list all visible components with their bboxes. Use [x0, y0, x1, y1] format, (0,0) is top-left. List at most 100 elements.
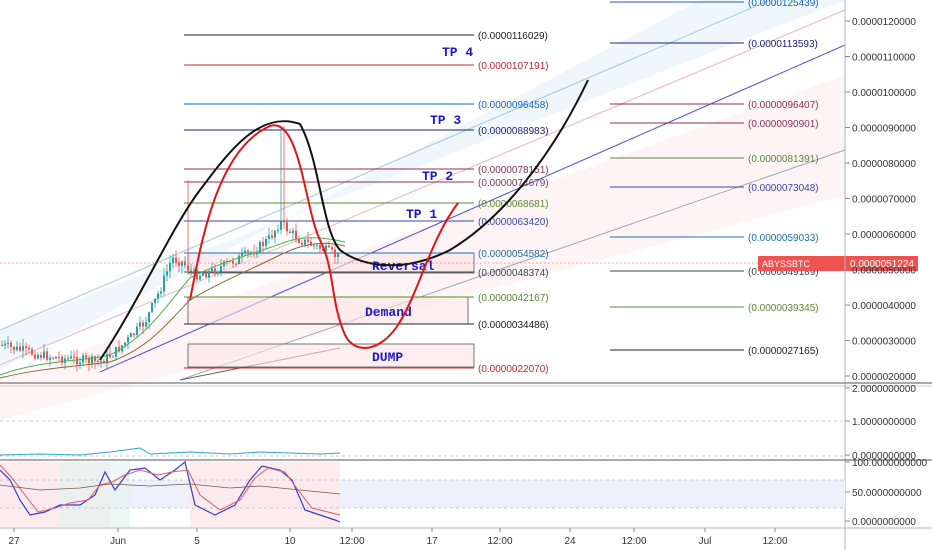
candle-body — [52, 357, 54, 359]
candle-body — [325, 245, 327, 251]
candle-body — [334, 249, 336, 258]
candle-body — [331, 247, 333, 250]
candle-body — [94, 356, 96, 361]
candle-body — [337, 253, 339, 258]
time-axis-label: 12:00 — [339, 536, 364, 547]
zone-box — [187, 296, 469, 325]
candle-body — [28, 347, 30, 350]
candle-body — [100, 361, 102, 363]
time-axis-label: 27 — [8, 536, 20, 547]
left-level-label: (0.0000054582) — [478, 249, 549, 260]
price-axis-label: 0.0000050000 — [852, 266, 916, 277]
time-axis-label: 12:00 — [621, 536, 646, 547]
right-level-label: (0.0000027165) — [748, 346, 819, 357]
target-label: TP 4 — [442, 45, 473, 60]
candle-body — [199, 275, 201, 280]
time-axis-label: 5 — [194, 536, 200, 547]
candle-body — [34, 354, 36, 359]
target-label: TP 2 — [422, 169, 453, 184]
target-label: TP 1 — [406, 207, 437, 222]
candle-body — [145, 322, 147, 327]
candle-body — [313, 245, 315, 247]
indicator2-axis: 100.0000000000 50.0000000000 0.0000000000 — [845, 458, 928, 528]
candle-body — [307, 239, 309, 242]
candle-body — [205, 273, 207, 278]
candle-body — [178, 262, 180, 266]
candle-body — [4, 343, 6, 346]
price-axis-label: 0.0000060000 — [852, 230, 916, 241]
indicator1-axis-label: 2.0000000000 — [852, 384, 916, 395]
candle-body — [49, 357, 51, 360]
candle-body — [190, 270, 192, 272]
candle-body — [274, 230, 276, 238]
candle-body — [43, 351, 45, 358]
candle-body — [166, 271, 168, 276]
candle-body — [97, 360, 99, 362]
last-price-tag-value: 0.0000051224 — [850, 259, 914, 270]
black-projection-curve — [99, 79, 589, 361]
candle-body — [304, 239, 306, 245]
candle-body — [31, 349, 33, 355]
candle-body — [67, 358, 69, 360]
candle-body — [268, 235, 270, 239]
indicator1-line — [0, 447, 341, 456]
left-level-label: (0.0000107191) — [478, 61, 549, 72]
candle-body — [310, 241, 312, 246]
time-axis-label: 10 — [284, 536, 296, 547]
candle-body — [79, 362, 81, 365]
candle-body — [175, 257, 177, 263]
candle-body — [1, 345, 3, 346]
candle-body — [148, 312, 150, 323]
price-axis-label: 0.0000110000 — [852, 53, 916, 64]
candle-body — [58, 356, 60, 358]
candle-body — [133, 333, 135, 335]
candle-body — [154, 298, 156, 303]
left-level-label: (0.0000048374) — [478, 268, 549, 279]
candle-body — [244, 250, 246, 254]
indicator2-axis-label: 0.0000000000 — [852, 517, 916, 528]
candle-body — [16, 346, 18, 351]
candle-body — [208, 271, 210, 278]
candle-body — [118, 346, 120, 352]
candle-body — [22, 346, 24, 351]
candle-body — [241, 253, 243, 256]
candle-body — [103, 361, 105, 364]
candle-body — [91, 356, 93, 364]
candle-body — [76, 357, 78, 365]
left-level-label: (0.0000022070) — [478, 364, 549, 375]
candle-body — [322, 248, 324, 251]
red-projection-curve — [189, 124, 459, 349]
time-axis-label: 12:00 — [762, 536, 787, 547]
last-price-tag — [758, 256, 918, 271]
left-level-lines: (0.0000116029) (0.0000107191) (0.000009645… — [184, 31, 549, 375]
time-axis-label: Jul — [699, 536, 712, 547]
ma-line-green — [0, 237, 346, 376]
candle-body — [262, 241, 264, 246]
price-axis-label: 0.0000100000 — [852, 88, 916, 99]
price-axis-label: 0.0000090000 — [852, 124, 916, 135]
zone-box — [187, 343, 475, 368]
candle-body — [163, 275, 165, 292]
left-level-label: (0.0000034486) — [478, 320, 549, 331]
candle-body — [328, 245, 330, 248]
time-axis-label: 12:00 — [487, 536, 512, 547]
right-level-label: (0.0000073048) — [748, 183, 819, 194]
candle-body — [232, 260, 234, 264]
left-level-label: (0.0000068681) — [478, 199, 549, 210]
indicator2-axis-label: 50.0000000000 — [852, 488, 922, 499]
candle-body — [247, 250, 249, 253]
zone-label: Demand — [365, 305, 412, 320]
candle-body — [139, 322, 141, 327]
stoch-d-line — [0, 464, 341, 516]
candle-body — [202, 273, 204, 276]
stoch-band — [0, 480, 845, 508]
symbol-tag-label: ABYSSBTC — [762, 259, 811, 269]
candle-body — [265, 238, 267, 246]
candle-body — [238, 255, 240, 264]
price-axis: 0.0000120000 0.0000110000 0.0000100000 0.00… — [845, 17, 916, 383]
price-axis-label: 0.0000040000 — [852, 301, 916, 312]
candle-body — [184, 261, 186, 266]
candle-body — [10, 342, 12, 347]
